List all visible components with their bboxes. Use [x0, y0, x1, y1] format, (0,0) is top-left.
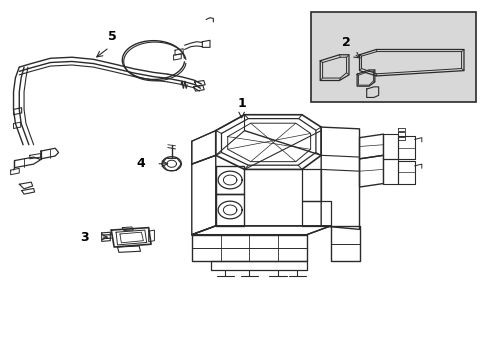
Text: 5: 5: [108, 30, 117, 43]
Text: 4: 4: [136, 157, 144, 170]
Text: 3: 3: [80, 231, 89, 244]
Bar: [310, 12, 475, 102]
Text: 2: 2: [341, 36, 350, 49]
Text: 1: 1: [237, 97, 245, 110]
